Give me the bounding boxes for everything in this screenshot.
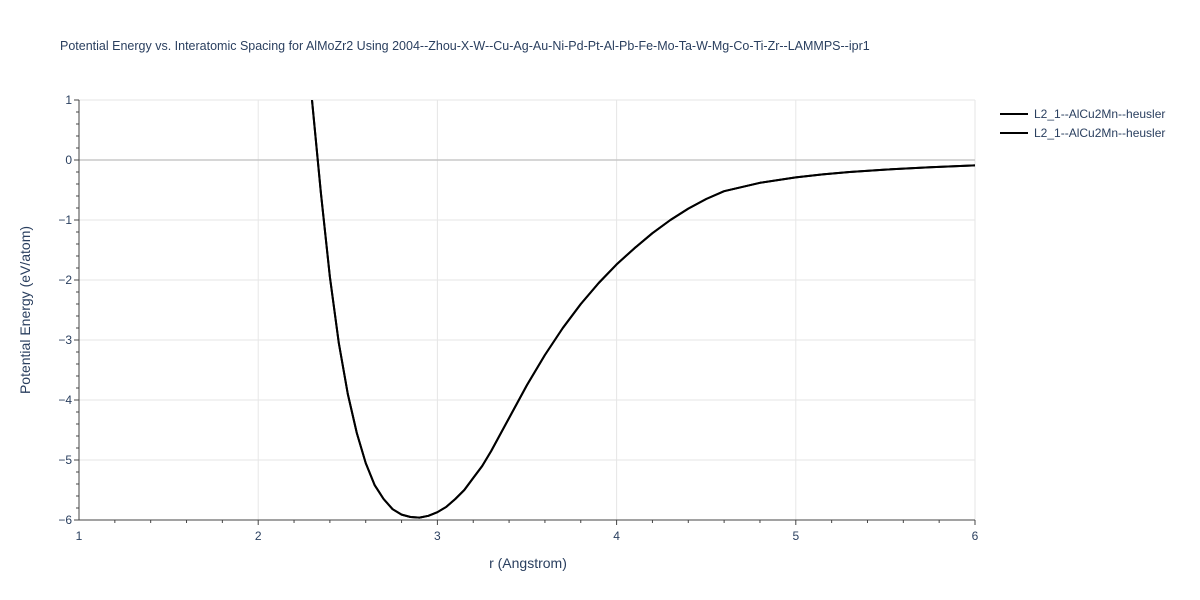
x-tick-label: 6 xyxy=(972,529,979,543)
plot-area xyxy=(311,100,975,519)
legend[interactable]: L2_1--AlCu2Mn--heusler L2_1--AlCu2Mn--heu… xyxy=(1000,107,1165,140)
x-tick-label: 5 xyxy=(792,529,799,543)
legend-label: L2_1--AlCu2Mn--heusler xyxy=(1034,107,1165,121)
x-tick-label: 3 xyxy=(434,529,441,543)
y-tick-label: 0 xyxy=(65,153,72,167)
x-tick-label: 4 xyxy=(613,529,620,543)
axes: 1 2 3 4 5 6 1 0 −1 −2 −3 −4 −5 −6 xyxy=(58,93,978,543)
chart-title: Potential Energy vs. Interatomic Spacing… xyxy=(60,39,870,53)
y-tick-label: −1 xyxy=(58,213,72,227)
y-tick-label: −3 xyxy=(58,333,72,347)
x-tick-label: 1 xyxy=(76,529,83,543)
y-tick-label: −5 xyxy=(58,453,72,467)
y-tick-label: −4 xyxy=(58,393,72,407)
legend-label: L2_1--AlCu2Mn--heusler xyxy=(1034,126,1165,140)
y-axis-title: Potential Energy (eV/atom) xyxy=(17,226,33,394)
y-tick-label: 1 xyxy=(65,93,72,107)
y-tick-label: −6 xyxy=(58,513,72,527)
grid xyxy=(79,99,976,520)
x-tick-label: 2 xyxy=(255,529,262,543)
x-axis-title: r (Angstrom) xyxy=(489,555,567,571)
y-tick-label: −2 xyxy=(58,273,72,287)
series-line-2 xyxy=(311,100,975,519)
legend-item-1[interactable]: L2_1--AlCu2Mn--heusler xyxy=(1000,107,1165,121)
legend-item-2[interactable]: L2_1--AlCu2Mn--heusler xyxy=(1000,126,1165,140)
series-line-1 xyxy=(311,100,975,519)
